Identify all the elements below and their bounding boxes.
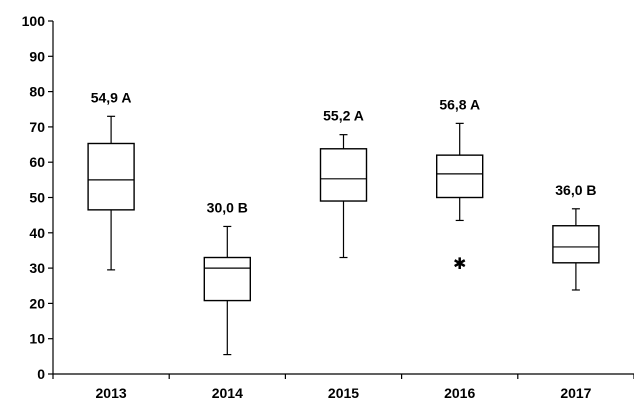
- y-tick-label: 40: [29, 225, 45, 241]
- box-group-2015: 55,2 A: [319, 108, 368, 259]
- box-annotation: 36,0 B: [555, 182, 596, 198]
- y-tick-label: 90: [29, 48, 45, 64]
- iqr-box: [436, 154, 484, 199]
- box-annotation: 30,0 B: [207, 199, 248, 215]
- y-tick-label: 0: [37, 366, 45, 382]
- box-group-2016: ✱ 56,8 A: [436, 96, 484, 273]
- y-tick-label: 70: [29, 119, 45, 135]
- box-annotation: 56,8 A: [439, 96, 480, 112]
- box-group-2017: 36,0 B: [552, 182, 600, 291]
- y-tick-label: 30: [29, 260, 45, 276]
- x-tick-label: 2017: [560, 385, 591, 401]
- x-tick-label: 2016: [444, 385, 475, 401]
- iqr-box: [87, 142, 135, 211]
- iqr-box: [203, 256, 252, 302]
- box-group-2014: 30,0 B: [203, 199, 252, 356]
- box-group-2013: 54,9 A: [87, 89, 135, 271]
- iqr-box: [552, 225, 600, 264]
- box-annotation: 54,9 A: [91, 89, 132, 105]
- y-tick-label: 60: [29, 154, 45, 170]
- y-tick-label: 10: [29, 331, 45, 347]
- iqr-box: [319, 148, 368, 202]
- outlier-marker: ✱: [453, 254, 466, 273]
- box-annotation: 55,2 A: [323, 108, 364, 124]
- x-tick-label: 2013: [96, 385, 127, 401]
- x-tick-label: 2014: [212, 385, 243, 401]
- y-tick-label: 80: [29, 84, 45, 100]
- y-tick-label: 100: [22, 13, 46, 29]
- y-tick-label: 20: [29, 295, 45, 311]
- y-tick-label: 50: [29, 190, 45, 206]
- x-tick-label: 2015: [328, 385, 359, 401]
